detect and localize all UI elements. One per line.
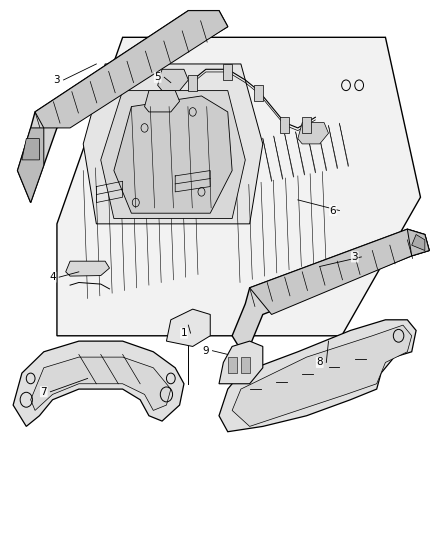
Polygon shape xyxy=(302,117,311,133)
Polygon shape xyxy=(232,325,412,426)
Polygon shape xyxy=(219,320,416,432)
Text: 3: 3 xyxy=(351,252,358,262)
Polygon shape xyxy=(228,357,237,373)
Text: 8: 8 xyxy=(316,358,323,367)
Text: 7: 7 xyxy=(40,387,47,397)
Polygon shape xyxy=(114,96,232,213)
Text: 5: 5 xyxy=(154,72,161,82)
Polygon shape xyxy=(83,64,263,224)
Text: 6: 6 xyxy=(329,206,336,215)
Polygon shape xyxy=(145,91,180,112)
Polygon shape xyxy=(250,229,429,314)
Polygon shape xyxy=(101,91,245,219)
Polygon shape xyxy=(13,341,184,426)
Polygon shape xyxy=(35,11,228,128)
Polygon shape xyxy=(254,85,263,101)
Text: 9: 9 xyxy=(202,346,209,356)
Polygon shape xyxy=(18,128,44,203)
Polygon shape xyxy=(223,64,232,80)
Polygon shape xyxy=(166,309,210,346)
Polygon shape xyxy=(407,229,429,256)
Polygon shape xyxy=(66,261,110,276)
Polygon shape xyxy=(241,357,250,373)
Polygon shape xyxy=(232,229,429,357)
Polygon shape xyxy=(298,123,328,144)
Text: 1: 1 xyxy=(180,328,187,338)
Polygon shape xyxy=(188,75,197,91)
Polygon shape xyxy=(280,117,289,133)
Text: 4: 4 xyxy=(49,272,56,282)
Polygon shape xyxy=(57,37,420,336)
Text: 3: 3 xyxy=(53,75,60,85)
Polygon shape xyxy=(22,139,39,160)
Polygon shape xyxy=(31,357,171,410)
Polygon shape xyxy=(18,11,228,203)
Polygon shape xyxy=(219,341,263,384)
Polygon shape xyxy=(412,235,425,251)
Polygon shape xyxy=(158,69,188,91)
